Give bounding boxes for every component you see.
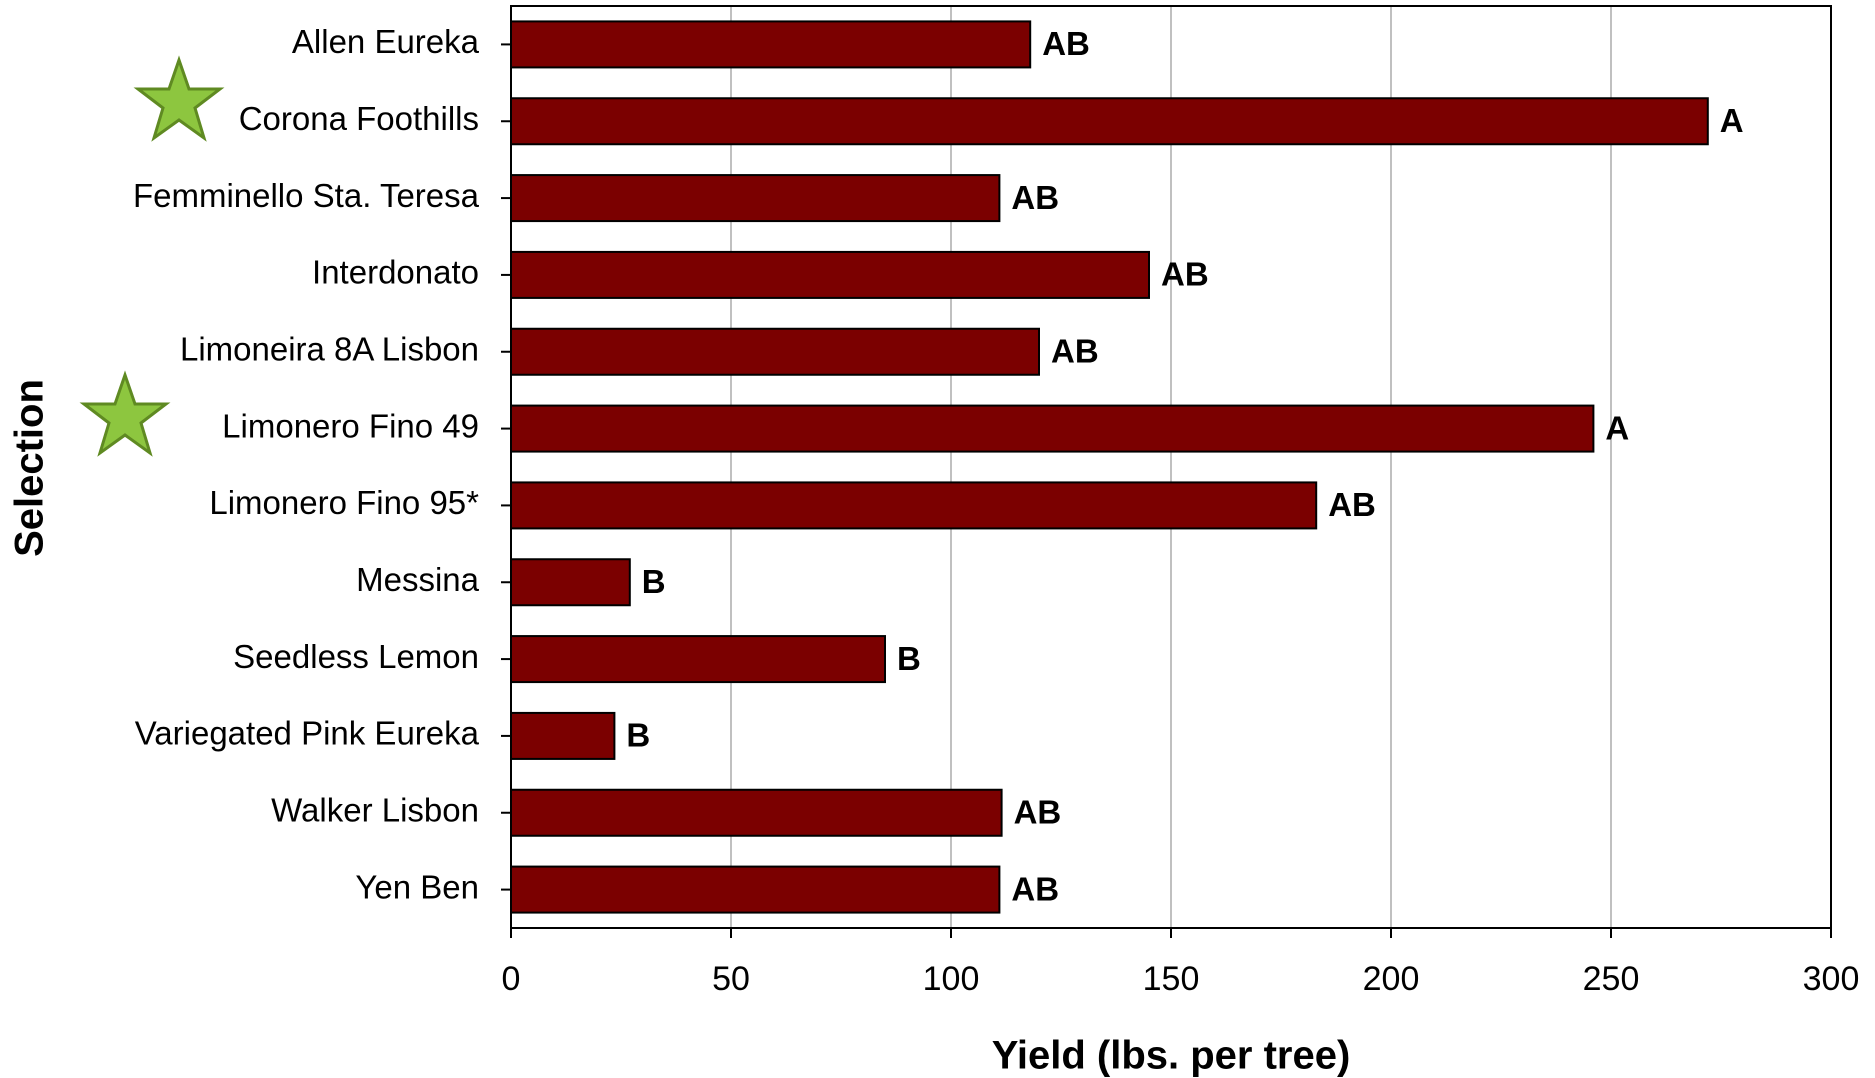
bar xyxy=(510,174,1001,223)
bar xyxy=(510,97,1709,146)
y-tick-label: Walker Lisbon xyxy=(271,791,479,828)
bar xyxy=(510,20,1032,69)
bar xyxy=(510,481,1318,530)
significance-letter: AB xyxy=(1042,25,1090,62)
x-tick-label: 300 xyxy=(1803,960,1860,998)
significance-letter: A xyxy=(1605,409,1629,446)
bar xyxy=(510,788,1003,837)
significance-letter: AB xyxy=(1014,793,1062,830)
y-tick-label: Allen Eureka xyxy=(292,23,480,60)
y-tick-label: Variegated Pink Eureka xyxy=(135,715,480,752)
plot-frame xyxy=(510,5,1832,929)
significance-letter: AB xyxy=(1161,256,1209,293)
bar xyxy=(510,558,631,607)
significance-letter: AB xyxy=(1011,870,1059,907)
star-marker xyxy=(79,370,171,457)
x-tick-label: 100 xyxy=(923,960,980,998)
significance-letter: AB xyxy=(1328,486,1376,523)
y-tick-label: Messina xyxy=(356,561,480,598)
significance-letter: B xyxy=(626,717,650,754)
significance-letter: B xyxy=(642,563,666,600)
y-tick-label: Limonero Fino 49 xyxy=(222,407,479,444)
bar xyxy=(510,250,1150,299)
y-tick-label: Limonero Fino 95* xyxy=(209,484,479,521)
bar xyxy=(510,404,1595,453)
x-tick-label: 200 xyxy=(1363,960,1420,998)
bar xyxy=(510,865,1001,914)
bar xyxy=(510,327,1040,376)
y-tick-label: Yen Ben xyxy=(355,868,479,905)
x-tick-label: 0 xyxy=(502,960,521,998)
y-tick-label: Interdonato xyxy=(312,254,479,291)
y-tick-label: Limoneira 8A Lisbon xyxy=(180,330,479,367)
star-marker xyxy=(133,55,225,142)
y-tick-label: Femminello Sta. Teresa xyxy=(133,177,480,214)
significance-letter: AB xyxy=(1051,332,1099,369)
x-axis-title: Yield (lbs. per tree) xyxy=(992,1034,1351,1078)
bar xyxy=(510,711,616,760)
significance-letter: AB xyxy=(1011,179,1059,216)
y-axis-title: Selection xyxy=(8,379,52,557)
significance-letter: A xyxy=(1720,102,1744,139)
x-tick-label: 250 xyxy=(1583,960,1640,998)
x-tick-label: 50 xyxy=(712,960,750,998)
significance-letter: B xyxy=(897,640,921,677)
bar xyxy=(510,635,886,684)
y-tick-label: Corona Foothills xyxy=(239,100,479,137)
x-tick-label: 150 xyxy=(1143,960,1200,998)
y-tick-label: Seedless Lemon xyxy=(233,638,479,675)
